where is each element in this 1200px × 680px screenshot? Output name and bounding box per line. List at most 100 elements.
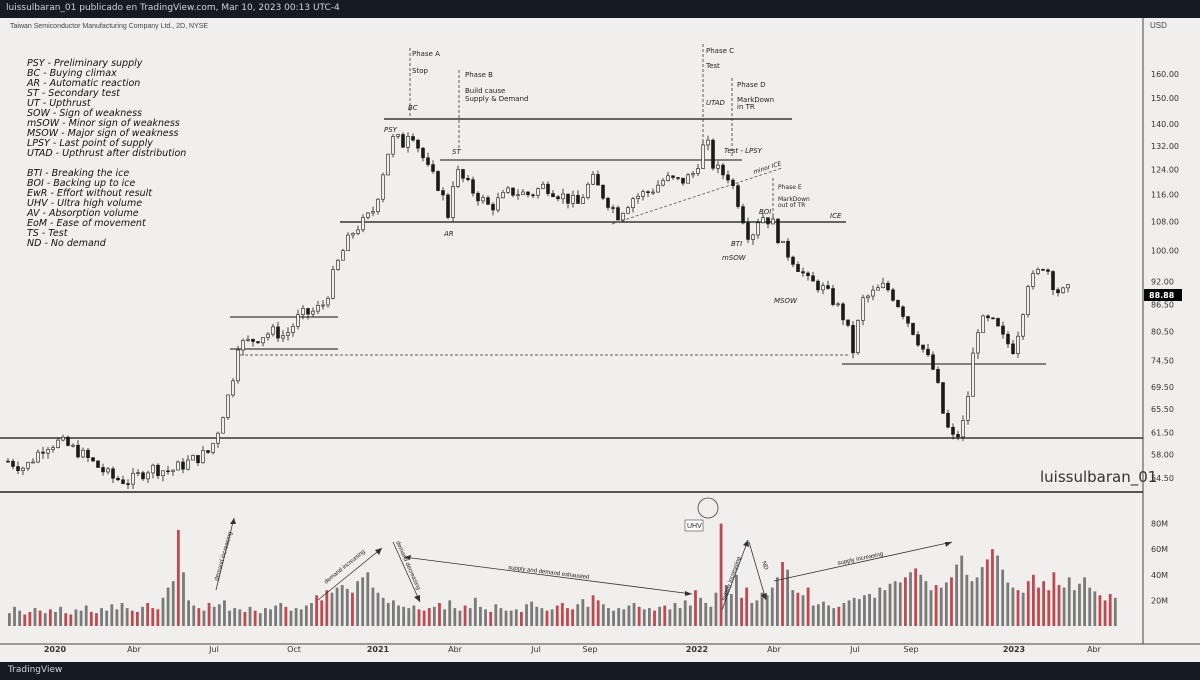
- volume-axis: 80M 60M 40M 20M: [1151, 520, 1168, 606]
- phase-a-label: Phase A: [412, 50, 440, 58]
- price-axis[interactable]: 160.00 150.00 140.00 132.00 124.00 116.00 108.…: [1151, 70, 1179, 483]
- volume-bar: [499, 608, 503, 626]
- candle-body: [406, 136, 410, 148]
- volume-bar: [202, 610, 206, 626]
- stop-label: Stop: [412, 67, 428, 75]
- candle-body: [451, 186, 455, 218]
- author-watermark: luissulbaran_01: [1040, 468, 1157, 487]
- candle-body: [351, 233, 355, 236]
- volume-bar: [980, 567, 984, 626]
- candle-body: [656, 184, 660, 193]
- volume-bar: [197, 608, 201, 626]
- candle-body: [366, 212, 370, 218]
- volume-bar: [694, 590, 697, 626]
- candle-body: [791, 256, 795, 265]
- candle-body: [16, 466, 20, 471]
- candle-body: [96, 460, 100, 468]
- volume-bar: [1108, 594, 1112, 626]
- volume-bar: [48, 609, 52, 626]
- candle-body: [266, 333, 270, 338]
- volume-bar: [504, 610, 508, 626]
- volume-bar: [120, 602, 124, 626]
- volume-bar: [325, 590, 329, 626]
- volume-bar: [658, 606, 662, 626]
- volume-bar: [1098, 595, 1102, 626]
- candle-body: [306, 308, 310, 315]
- candle-body: [881, 282, 885, 289]
- candle-body: [1051, 271, 1055, 290]
- candle-body: [741, 206, 745, 224]
- volume-bar: [781, 562, 784, 626]
- volume-bar: [970, 581, 974, 626]
- candle-body: [1031, 273, 1035, 287]
- candle-body: [176, 461, 180, 471]
- volume-bar: [146, 602, 150, 626]
- volume-bar: [909, 572, 912, 626]
- candle-body: [876, 287, 880, 291]
- demand-decreasing-arrow: [392, 541, 421, 603]
- volume-bar: [985, 559, 989, 626]
- volume-bar: [1037, 587, 1040, 626]
- candle-body: [766, 217, 770, 225]
- candle-body: [261, 337, 265, 344]
- candle-body: [626, 207, 630, 214]
- candle-body: [746, 222, 750, 240]
- arrow-head: [743, 540, 749, 547]
- volume-bar: [392, 600, 395, 626]
- candle-body: [26, 461, 30, 469]
- volume-bar: [217, 604, 221, 626]
- volume-bar: [724, 585, 728, 626]
- candle-body: [271, 326, 275, 335]
- volume-bar: [192, 605, 196, 626]
- tradingview-logo[interactable]: TradingView: [8, 665, 63, 675]
- legend-item: mSOW - Minor sign of weakness: [27, 118, 180, 129]
- chart-background: [0, 18, 1200, 662]
- volume-bar: [412, 605, 416, 626]
- candle-body: [566, 193, 570, 204]
- volume-bar: [806, 587, 810, 626]
- candle-body: [1001, 325, 1005, 335]
- time-axis[interactable]: 2020 Abr Jul Oct 2021 Abr Jul Sep 2022 Abr Jul Sep 2…: [44, 645, 1102, 654]
- arrow-head: [685, 591, 692, 596]
- candle-body: [91, 457, 95, 462]
- volume-bar: [212, 606, 216, 626]
- volume-bar: [929, 590, 933, 626]
- chart-area[interactable]: Taiwan Semiconductor Manufacturing Compa…: [0, 18, 1200, 662]
- currency-label: USD: [1150, 21, 1167, 30]
- legend-item: AV - Absorption volume: [26, 208, 139, 219]
- candle-body: [361, 217, 365, 231]
- volume-bar: [668, 609, 672, 626]
- volume-bar: [438, 602, 441, 626]
- candle-body: [496, 197, 500, 211]
- volume-bar: [264, 608, 267, 626]
- candle-body: [711, 139, 715, 169]
- candle-body: [301, 308, 305, 315]
- candle-body: [141, 472, 145, 480]
- candle-body: [551, 193, 555, 198]
- volume-bar: [479, 606, 482, 626]
- time-tick-label: Abr: [767, 645, 782, 654]
- volume-bar: [156, 609, 160, 626]
- volume-bar: [832, 608, 836, 626]
- volume-bar: [1083, 577, 1086, 626]
- volume-bar: [443, 609, 446, 626]
- volume-bar: [386, 602, 390, 626]
- candle-body: [531, 194, 535, 197]
- price-tick-label: 140.00: [1151, 120, 1179, 129]
- volume-bar: [601, 604, 605, 626]
- volume-bar: [873, 597, 877, 626]
- volume-bar: [274, 605, 278, 626]
- candle-body: [346, 234, 350, 251]
- time-tick-label: Jul: [530, 645, 541, 654]
- candle-body: [191, 455, 195, 461]
- volume-bar: [535, 606, 539, 626]
- volume-bar: [673, 602, 677, 626]
- volume-bar: [847, 600, 851, 626]
- volume-bar: [688, 605, 692, 626]
- candle-body: [936, 369, 940, 383]
- candle-body: [621, 212, 625, 221]
- volume-bar: [975, 577, 979, 626]
- candle-body: [931, 354, 935, 370]
- volume-bar: [366, 572, 370, 626]
- candle-body: [226, 394, 230, 418]
